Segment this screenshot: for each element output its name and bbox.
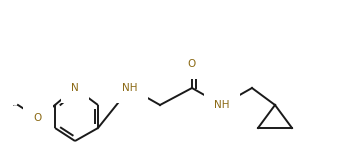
Text: O: O xyxy=(34,113,42,123)
Text: NH: NH xyxy=(214,100,230,110)
Text: NH: NH xyxy=(122,83,138,93)
Text: O: O xyxy=(188,59,196,69)
Text: N: N xyxy=(71,83,79,93)
Text: methoxy: methoxy xyxy=(13,104,19,106)
